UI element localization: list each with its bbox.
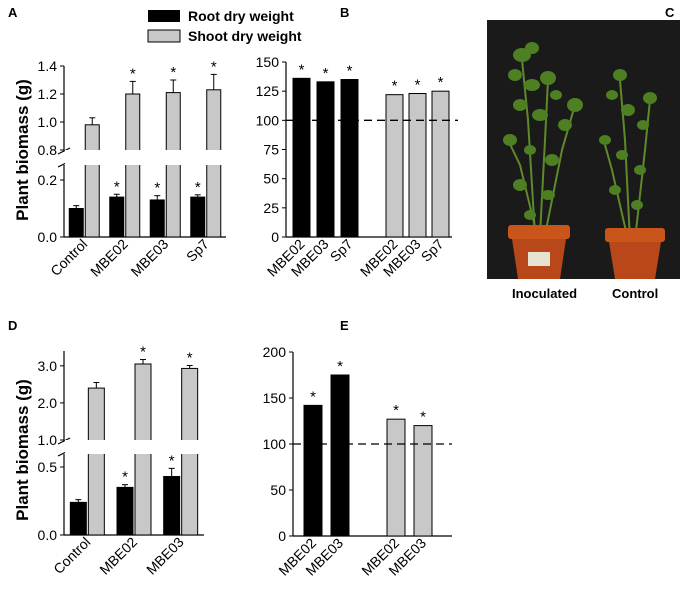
panel-a-ylabel: Plant biomass (g) [13,79,32,221]
panel-a-axis-break-gap [65,150,227,165]
panel-a-root-bar [68,208,84,238]
panel-d-y-tick-label: 0.0 [38,527,58,543]
legend-root-label: Root dry weight [188,8,294,24]
panel-b-root-bar [292,77,311,238]
panel-e-significance-mark: * [337,358,343,375]
panel-d-y-tick-label: 1.0 [38,432,58,448]
panel-a-significance-mark: * [170,64,176,81]
panel-d-y-tick-label: 2.0 [38,395,58,411]
panel-a-y-tick-label: 0.0 [38,229,58,245]
panel-d-axis-break-gap [65,440,205,454]
panel-letter-a: A [8,5,18,20]
panel-letter-e: E [340,318,349,333]
panel-e-significance-mark: * [393,402,399,419]
panel-a-significance-mark: * [211,58,217,75]
inoculated-pot [508,225,570,279]
panel-e-y-tick-label: 200 [263,344,287,360]
legend-shoot-label: Shoot dry weight [188,28,302,44]
photo-label-inoculated: Inoculated [512,286,577,301]
panel-b-significance-mark: * [415,77,421,94]
panel-b-y-tick-label: 125 [256,83,280,99]
panel-letter-c: C [665,5,675,20]
panel-d-y-tick-label: 0.5 [38,459,58,475]
panel-a-y-tick-label: 1.2 [38,86,58,102]
panel-a-shoot-bar [84,124,100,238]
panel-d-significance-mark: * [122,469,128,486]
panel-a-x-tick-label: MBE02 [87,236,131,280]
panel-letter-b: B [340,5,349,20]
panel-b-root-bar [340,79,359,238]
inoculated-foliage [503,42,583,220]
panel-a-x-tick-label: MBE03 [128,236,172,280]
panel-a-significance-mark: * [154,180,160,197]
panel-e-y-tick-label: 50 [270,482,286,498]
panel-b-significance-mark: * [438,74,444,91]
panel-d-axis-break-mark [57,437,71,445]
panel-a-x-tick-label: Sp7 [183,236,212,265]
panel-e-shoot-bar [386,418,406,537]
panel-b-shoot-bar [408,93,427,238]
panel-a-significance-mark: * [195,179,201,196]
panel-a-y-tick-label: 1.4 [38,58,58,74]
panel-b-y-tick-label: 100 [256,112,280,128]
panel-e-root-bar [303,404,323,537]
panel-d-ylabel: Plant biomass (g) [13,379,32,521]
panel-d-significance-mark: * [140,344,146,361]
legend-root-swatch [148,10,180,22]
panel-a-significance-mark: * [130,65,136,82]
panel-b-y-tick-label: 50 [263,171,279,187]
panel-a-root-bar [109,196,125,238]
panel-b-y-tick-label: 0 [271,229,279,245]
panel-a-chart: 0.00.20.81.01.21.4Control**MBE02**MBE03*… [38,58,227,280]
panel-b-shoot-bar [385,94,404,238]
panel-a-y-tick-label: 1.0 [38,114,58,130]
panel-a-root-bar [149,199,165,238]
panel-a-root-bar [190,196,206,238]
panel-d-x-tick-label: MBE03 [143,534,187,578]
panel-a-shoot-bar [125,93,141,238]
panel-a-axis-break-mark [57,147,71,155]
panel-b-y-tick-label: 25 [263,200,279,216]
panel-d-x-tick-label: MBE02 [96,534,140,578]
panel-d-shoot-bar [87,387,105,536]
panel-d-significance-mark: * [187,349,193,366]
panel-b-y-tick-label: 75 [263,142,279,158]
panel-b-y-tick-label: 150 [256,54,280,70]
panel-d-significance-mark: * [169,452,175,469]
panel-e-y-tick-label: 150 [263,390,287,406]
panel-a-y-tick-label: 0.8 [38,142,58,158]
panel-b-shoot-bar [431,90,450,238]
panel-e-root-bar [330,374,350,537]
panel-e-significance-mark: * [420,409,426,426]
panel-a-significance-mark: * [114,178,120,195]
panel-d-y-tick-label: 3.0 [38,358,58,374]
panel-letter-d: D [8,318,17,333]
panel-d-root-bar [69,501,87,536]
legend-shoot-swatch [147,29,181,43]
control-pot [605,228,665,279]
panel-d-root-bar [163,476,181,536]
plant-photo [487,20,680,279]
panel-b-root-bar [316,81,335,238]
panel-b-x-tick-label: Sp7 [327,236,356,265]
control-foliage [599,69,657,210]
panel-d-root-bar [116,486,134,536]
panel-b-x-tick-label: Sp7 [418,236,447,265]
panel-e-y-tick-label: 100 [263,436,287,452]
panel-b-significance-mark: * [347,63,353,80]
panel-e-significance-mark: * [310,388,316,405]
panel-b-significance-mark: * [392,78,398,95]
panel-e-shoot-bar [413,425,433,537]
panel-a-y-tick-label: 0.2 [38,172,58,188]
control-plant [604,79,651,241]
panel-b-significance-mark: * [299,61,305,78]
legend: Root dry weight Shoot dry weight [147,8,302,44]
photo-label-control: Control [612,286,658,301]
panel-b-significance-mark: * [323,65,329,82]
panel-e-y-tick-label: 0 [278,528,286,544]
